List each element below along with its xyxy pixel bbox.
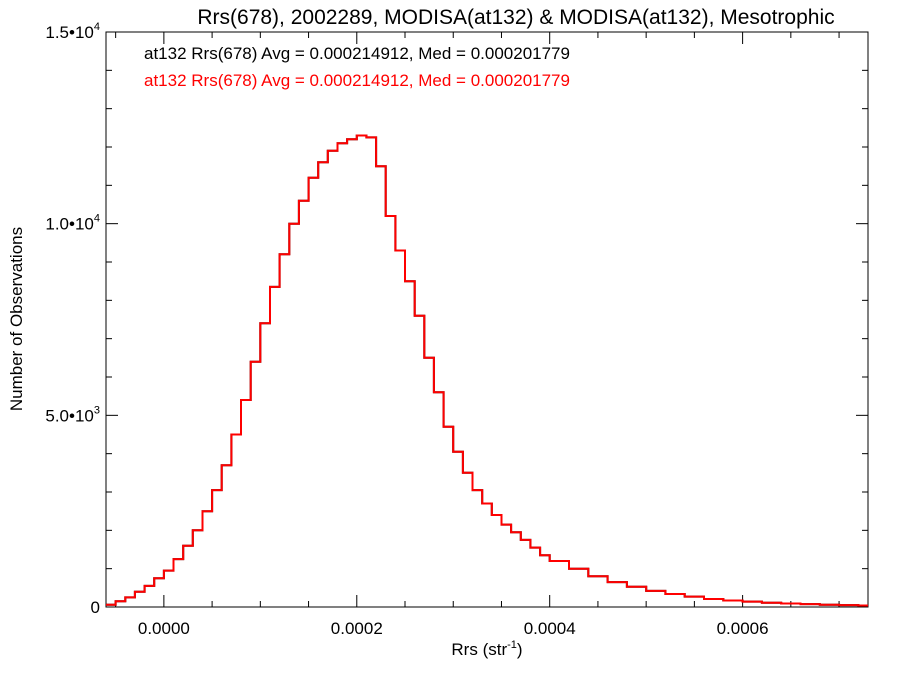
stats-annotation: at132 Rrs(678) Avg = 0.000214912, Med = … xyxy=(144,44,570,63)
chart-title: Rrs(678), 2002289, MODISA(at132) & MODIS… xyxy=(197,6,834,29)
y-tick-label: 5.0•103 xyxy=(45,404,100,425)
x-tick-label: 0.0006 xyxy=(717,619,769,638)
plot-frame xyxy=(105,31,869,608)
x-axis-label-tail: ) xyxy=(517,640,523,659)
x-axis-label-text: Rrs (str xyxy=(451,640,507,659)
histogram-series-line xyxy=(106,134,868,607)
x-axis-label-superscript: -1 xyxy=(507,639,517,651)
x-tick-label: 0.0000 xyxy=(138,619,190,638)
y-tick-label: 1.5•104 xyxy=(45,21,100,42)
x-axis: 0.0000 0.0002 0.0004 0.0006 xyxy=(115,32,840,638)
x-axis-label: Rrs (str-1) xyxy=(451,639,522,659)
y-tick-label: 0 xyxy=(91,598,100,617)
histogram-series xyxy=(106,134,868,607)
y-axis-label: Number of Observations xyxy=(7,227,26,411)
x-tick-label: 0.0004 xyxy=(524,619,576,638)
y-tick-label: 1.0•104 xyxy=(45,213,100,234)
histogram-series-line xyxy=(106,134,868,607)
stats-annotations: at132 Rrs(678) Avg = 0.000214912, Med = … xyxy=(144,44,570,90)
x-tick-label: 0.0002 xyxy=(331,619,383,638)
y-axis: 0 5.0•103 1.0•104 1.5•104 xyxy=(45,21,868,617)
stats-annotation: at132 Rrs(678) Avg = 0.000214912, Med = … xyxy=(144,71,570,90)
